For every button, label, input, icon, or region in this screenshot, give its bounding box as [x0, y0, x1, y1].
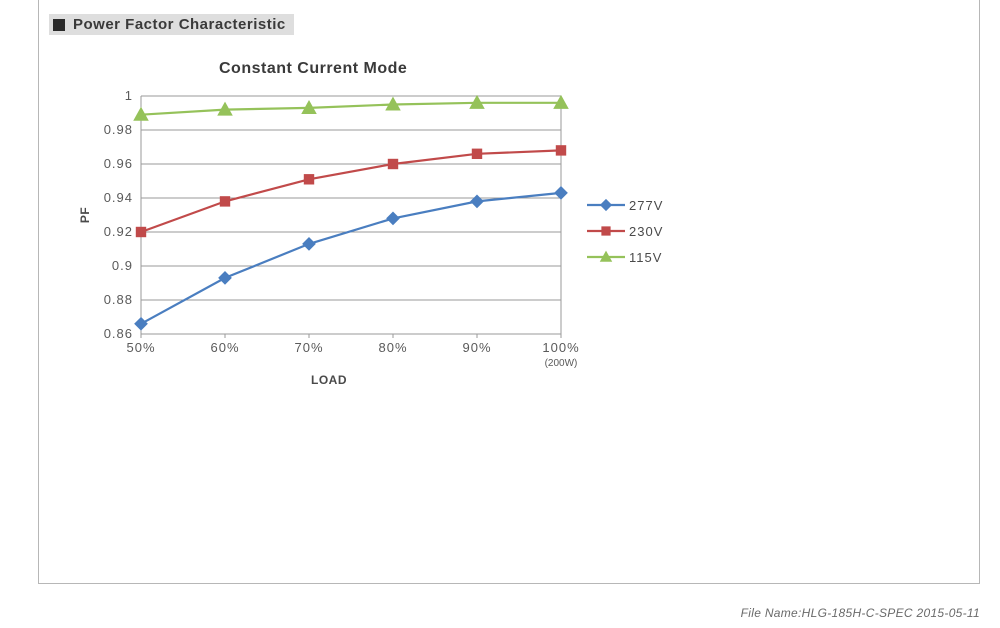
- legend-label: 230V: [629, 224, 663, 239]
- svg-text:0.94: 0.94: [104, 190, 133, 205]
- svg-text:70%: 70%: [294, 340, 323, 355]
- svg-text:50%: 50%: [126, 340, 155, 355]
- svg-text:90%: 90%: [462, 340, 491, 355]
- svg-text:1: 1: [125, 88, 133, 103]
- main-panel: Power Factor Characteristic Constant Cur…: [38, 0, 980, 584]
- svg-text:0.98: 0.98: [104, 122, 133, 137]
- svg-text:80%: 80%: [378, 340, 407, 355]
- footer-text: File Name:HLG-185H-C-SPEC 2015-05-11: [741, 606, 980, 620]
- svg-text:0.88: 0.88: [104, 292, 133, 307]
- section-title: Power Factor Characteristic: [73, 16, 286, 33]
- svg-text:(200W): (200W): [545, 358, 578, 369]
- svg-text:60%: 60%: [210, 340, 239, 355]
- chart-legend: 277V 230V 115V: [587, 192, 663, 270]
- section-header: Power Factor Characteristic: [49, 14, 294, 35]
- svg-text:0.9: 0.9: [112, 258, 133, 273]
- legend-item: 115V: [587, 244, 663, 270]
- legend-item: 277V: [587, 192, 663, 218]
- svg-text:PF: PF: [78, 207, 92, 223]
- svg-text:0.92: 0.92: [104, 224, 133, 239]
- svg-text:LOAD: LOAD: [311, 373, 347, 387]
- legend-item: 230V: [587, 218, 663, 244]
- legend-label: 277V: [629, 198, 663, 213]
- chart-title: Constant Current Mode: [219, 60, 407, 78]
- legend-label: 115V: [629, 250, 662, 265]
- page-root: Power Factor Characteristic Constant Cur…: [0, 0, 1000, 628]
- svg-text:100%: 100%: [542, 340, 579, 355]
- svg-text:0.96: 0.96: [104, 156, 133, 171]
- svg-text:0.86: 0.86: [104, 326, 133, 341]
- square-bullet-icon: [53, 19, 65, 31]
